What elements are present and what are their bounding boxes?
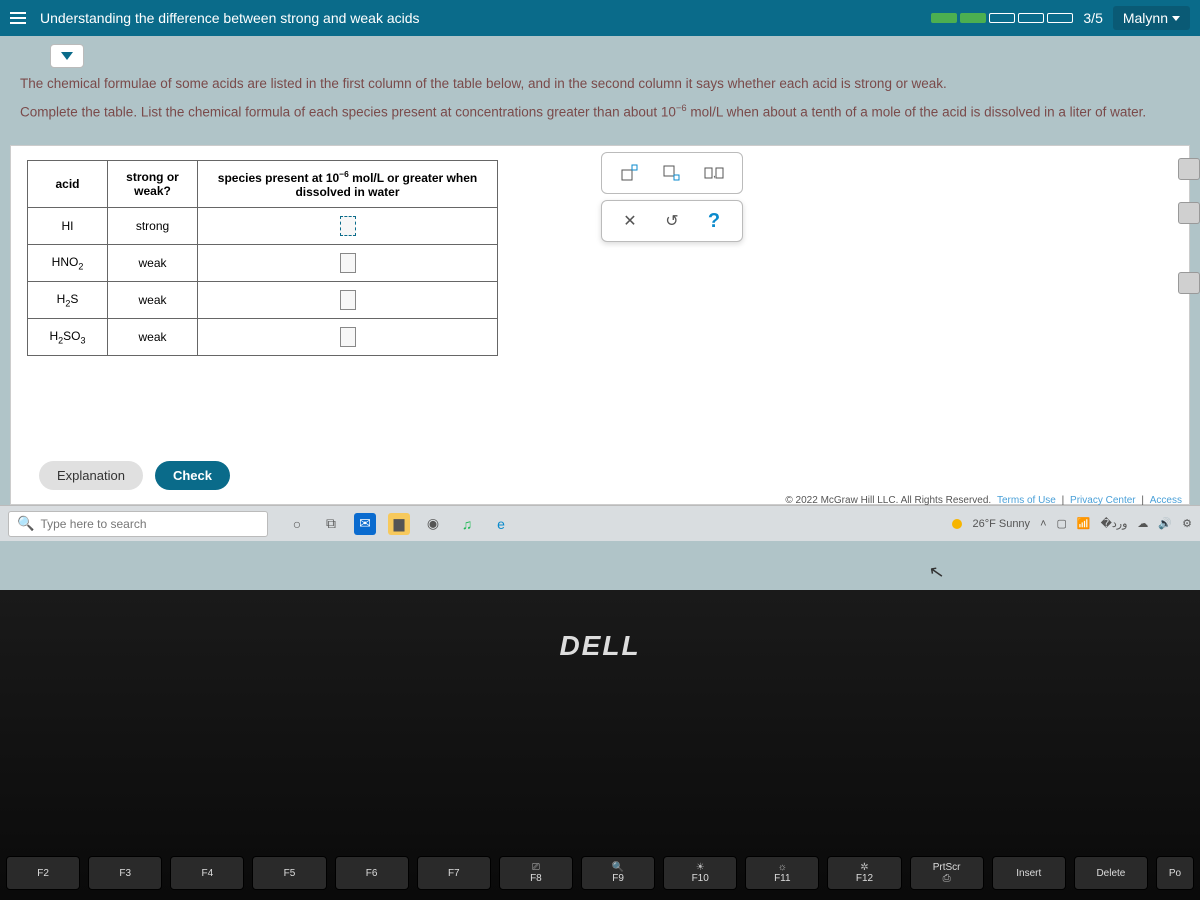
menu-icon[interactable] bbox=[10, 12, 26, 24]
progress-indicator bbox=[931, 13, 1073, 23]
svg-text:…: … bbox=[723, 165, 724, 174]
table-row: HNO2 weak bbox=[28, 245, 498, 282]
key-delete: Delete bbox=[1074, 856, 1148, 890]
page-title: Understanding the difference between str… bbox=[40, 10, 420, 26]
key-f7: F7 bbox=[417, 856, 491, 890]
collapse-toggle[interactable] bbox=[50, 44, 84, 68]
spotify-icon[interactable]: ♫ bbox=[456, 513, 478, 535]
wifi-icon[interactable]: �ورد bbox=[1101, 517, 1128, 530]
chrome-icon[interactable]: ◉ bbox=[422, 513, 444, 535]
search-placeholder: Type here to search bbox=[40, 517, 146, 531]
tray-chevron-icon[interactable]: ˄ bbox=[1040, 518, 1046, 530]
periodic-table-icon[interactable] bbox=[1178, 272, 1200, 294]
acid-strength: weak bbox=[108, 319, 198, 356]
species-cell[interactable] bbox=[198, 245, 498, 282]
cortana-icon[interactable]: ○ bbox=[286, 513, 308, 535]
table-row: H2S weak bbox=[28, 282, 498, 319]
superscript-icon[interactable] bbox=[616, 161, 644, 185]
network-icon[interactable]: 📶 bbox=[1077, 517, 1091, 530]
progress-label: 3/5 bbox=[1083, 10, 1102, 26]
species-cell[interactable] bbox=[198, 282, 498, 319]
acid-formula: H2S bbox=[28, 282, 108, 319]
windows-taskbar: 🔍 Type here to search ○ ⧉ ✉ ▆ ◉ ♫ e 26°F… bbox=[0, 505, 1200, 541]
search-icon: 🔍 bbox=[17, 515, 34, 532]
instruction-line-1: The chemical formulae of some acids are … bbox=[20, 74, 1180, 94]
weather-icon bbox=[952, 519, 962, 529]
format-tools: ,… bbox=[601, 152, 743, 194]
privacy-link[interactable]: Privacy Center bbox=[1070, 495, 1136, 506]
chevron-down-icon bbox=[61, 52, 73, 60]
add-box-icon[interactable]: ,… bbox=[700, 161, 728, 185]
key-power: Po bbox=[1156, 856, 1194, 890]
app-header: Understanding the difference between str… bbox=[0, 0, 1200, 36]
work-area: acid strong or weak? species present at … bbox=[10, 145, 1190, 505]
key-insert: Insert bbox=[992, 856, 1066, 890]
acid-formula: HI bbox=[28, 208, 108, 245]
function-key-row: F2 F3 F4 F5 F6 F7 ⎚F8 🔍F9 ☀F10 ☼F11 ✲F12… bbox=[0, 856, 1200, 890]
key-f2: F2 bbox=[6, 856, 80, 890]
key-f11: ☼F11 bbox=[745, 856, 819, 890]
svg-text:,: , bbox=[713, 169, 716, 180]
chevron-down-icon bbox=[1172, 16, 1180, 21]
taskbar-search[interactable]: 🔍 Type here to search bbox=[8, 511, 268, 537]
cursor-icon: ↖ bbox=[927, 561, 946, 584]
clear-icon[interactable]: ✕ bbox=[616, 209, 644, 233]
user-menu[interactable]: Malynn bbox=[1113, 6, 1190, 30]
acid-formula: H2SO3 bbox=[28, 319, 108, 356]
settings-icon[interactable]: ⚙ bbox=[1182, 517, 1192, 530]
acid-strength: weak bbox=[108, 245, 198, 282]
volume-icon[interactable]: 🔊 bbox=[1158, 517, 1172, 530]
key-f12: ✲F12 bbox=[827, 856, 901, 890]
edge-icon[interactable]: e bbox=[490, 513, 512, 535]
user-name: Malynn bbox=[1123, 10, 1168, 26]
action-tools: ✕ ↺ ? bbox=[601, 200, 743, 242]
key-f5: F5 bbox=[252, 856, 326, 890]
battery-icon[interactable]: ▢ bbox=[1057, 517, 1067, 530]
weather-text[interactable]: 26°F Sunny bbox=[972, 518, 1030, 530]
subscript-icon[interactable] bbox=[658, 161, 686, 185]
terms-link[interactable]: Terms of Use bbox=[997, 495, 1056, 506]
check-button[interactable]: Check bbox=[155, 461, 230, 490]
col-header-acid: acid bbox=[28, 161, 108, 208]
access-link[interactable]: Access bbox=[1150, 495, 1182, 506]
cloud-icon[interactable]: ☁ bbox=[1137, 517, 1148, 530]
acid-table: acid strong or weak? species present at … bbox=[27, 160, 498, 356]
mail-icon[interactable]: ✉ bbox=[354, 513, 376, 535]
reset-icon[interactable]: ↺ bbox=[658, 209, 686, 233]
acid-strength: weak bbox=[108, 282, 198, 319]
file-explorer-icon[interactable]: ▆ bbox=[388, 513, 410, 535]
explanation-button[interactable]: Explanation bbox=[39, 461, 143, 490]
key-f6: F6 bbox=[335, 856, 409, 890]
species-cell[interactable] bbox=[198, 319, 498, 356]
key-f8: ⎚F8 bbox=[499, 856, 573, 890]
ruler-icon[interactable] bbox=[1178, 202, 1200, 224]
table-row: H2SO3 weak bbox=[28, 319, 498, 356]
copyright-footer: © 2022 McGraw Hill LLC. All Rights Reser… bbox=[785, 495, 1185, 506]
acid-strength: strong bbox=[108, 208, 198, 245]
key-prtscr: PrtScr⎙ bbox=[910, 856, 984, 890]
laptop-chassis: DELL F2 F3 F4 F5 F6 F7 ⎚F8 🔍F9 ☀F10 ☼F11… bbox=[0, 590, 1200, 900]
task-view-icon[interactable]: ⧉ bbox=[320, 513, 342, 535]
acid-formula: HNO2 bbox=[28, 245, 108, 282]
col-header-strong-weak: strong or weak? bbox=[108, 161, 198, 208]
instruction-line-2: Complete the table. List the chemical fo… bbox=[20, 102, 1180, 123]
key-f10: ☀F10 bbox=[663, 856, 737, 890]
help-icon[interactable]: ? bbox=[700, 209, 728, 233]
dell-logo: DELL bbox=[559, 630, 640, 662]
col-header-species: species present at 10−6 mol/L or greater… bbox=[198, 161, 498, 208]
key-f9: 🔍F9 bbox=[581, 856, 655, 890]
side-toolbar bbox=[1178, 158, 1200, 294]
tool-palette: ,… ✕ ↺ ? bbox=[601, 152, 743, 242]
key-f3: F3 bbox=[88, 856, 162, 890]
instructions: The chemical formulae of some acids are … bbox=[0, 74, 1200, 145]
table-row: HI strong bbox=[28, 208, 498, 245]
species-cell[interactable] bbox=[198, 208, 498, 245]
calculator-icon[interactable] bbox=[1178, 158, 1200, 180]
key-f4: F4 bbox=[170, 856, 244, 890]
